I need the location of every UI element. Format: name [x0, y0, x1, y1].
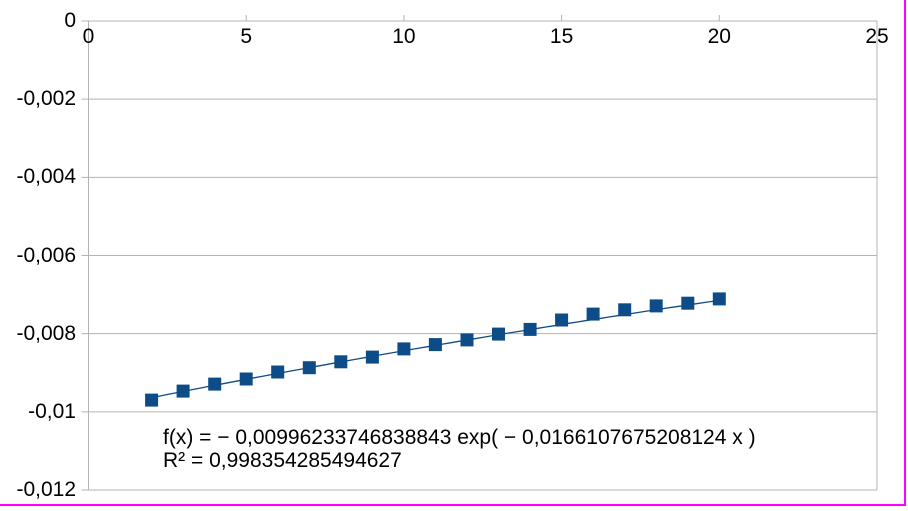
data-point[interactable]: [334, 355, 348, 369]
data-point[interactable]: [239, 372, 253, 386]
y-tick-label: -0,006: [16, 243, 76, 267]
y-tick-label: -0,012: [16, 478, 76, 501]
data-point[interactable]: [208, 377, 222, 391]
selection-border-right: [904, 0, 906, 506]
x-tick-label: 25: [865, 25, 889, 48]
data-point[interactable]: [176, 384, 190, 398]
x-tick-label: 15: [549, 25, 574, 48]
y-tick-label: -0,004: [16, 165, 76, 189]
selection-border-bottom: [0, 504, 906, 506]
data-point[interactable]: [302, 361, 316, 375]
data-point[interactable]: [145, 393, 159, 407]
data-point[interactable]: [271, 365, 285, 379]
data-point[interactable]: [586, 307, 600, 321]
x-tick-label: 0: [82, 25, 95, 48]
data-point[interactable]: [712, 292, 726, 306]
y-tick-label: -0,01: [28, 399, 76, 423]
data-point[interactable]: [397, 342, 411, 356]
x-tick-label: 10: [392, 25, 416, 48]
y-tick-label: -0,002: [16, 87, 76, 111]
trend-r2-line: R² = 0,998354285494627: [163, 449, 402, 472]
trend-equation-line: f(x) = − 0,00996233746838843 exp( − 0,01…: [163, 426, 756, 449]
data-point[interactable]: [555, 313, 569, 327]
data-point[interactable]: [460, 333, 474, 347]
data-point[interactable]: [492, 327, 505, 341]
data-point[interactable]: [428, 338, 442, 352]
data-point[interactable]: [365, 350, 379, 364]
data-point[interactable]: [618, 303, 632, 317]
data-point[interactable]: [649, 299, 663, 313]
x-tick-label: 20: [707, 25, 731, 48]
y-tick-label: 0: [64, 9, 76, 32]
data-point[interactable]: [523, 322, 537, 336]
y-tick-label: -0,008: [16, 321, 76, 345]
data-point[interactable]: [681, 296, 695, 310]
x-tick-label: 5: [240, 25, 253, 48]
trend-equation-label[interactable]: f(x) = − 0,00996233746838843 exp( − 0,01…: [163, 426, 756, 472]
